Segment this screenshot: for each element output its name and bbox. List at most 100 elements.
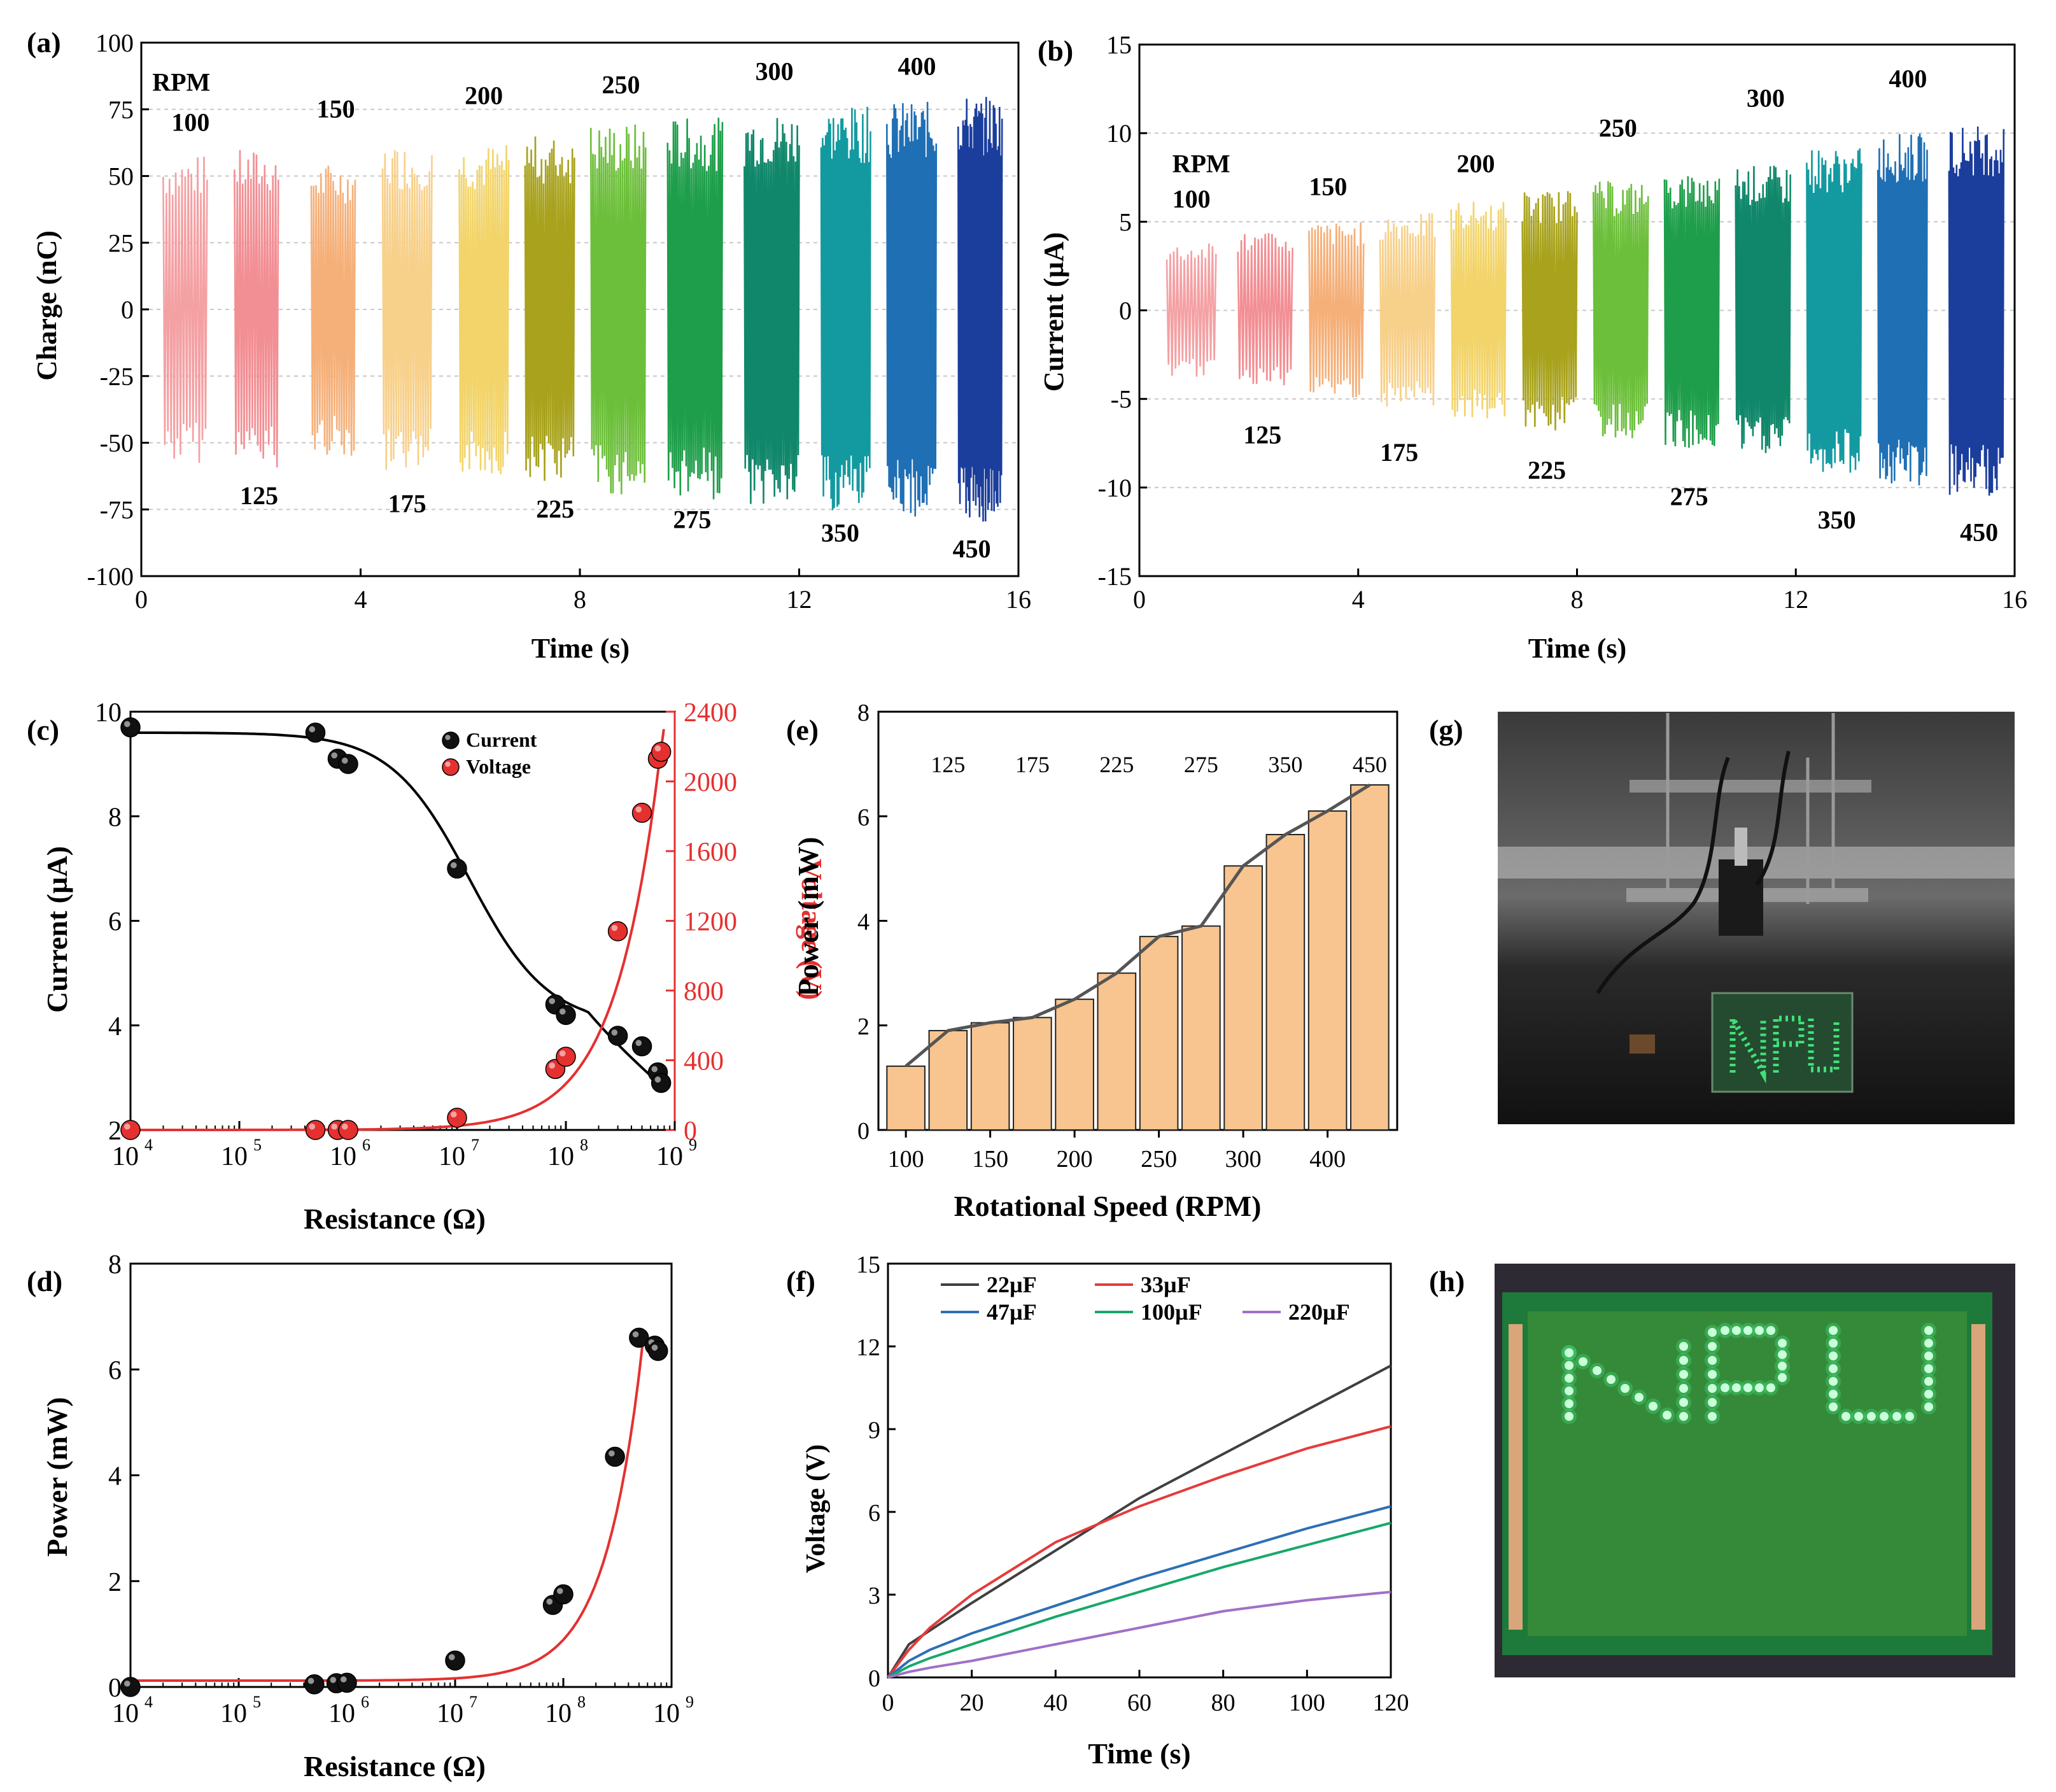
voltage-point [651,742,672,762]
y-tick-label: 4 [857,909,870,936]
led-board-photo [1495,1264,2015,1677]
led [1892,1412,1901,1421]
led [1829,1351,1838,1360]
x-tick-label: 8 [574,585,586,614]
rpm-annotation: 100 [171,108,209,136]
x-tick-label: 10 [221,1142,248,1171]
b-xlabel: Time (s) [1528,633,1626,664]
led [1755,1326,1764,1335]
y-tick-label: 2 [857,1013,870,1040]
y-tick-label: 0 [1119,297,1132,325]
led [1565,1412,1574,1421]
shaft [1735,828,1747,866]
led [1635,1393,1644,1402]
bar-125 [928,1029,968,1131]
x-tick-label: 10 [437,1699,463,1728]
plot-frame [129,1262,673,1688]
power-point [304,1674,325,1695]
e-ylabel: Power (mW) [792,837,824,997]
current-point-highlight [309,726,316,733]
signal-segment-450 [1948,126,2005,496]
y-tick-label: 100 [95,29,134,57]
voltage-point [120,1120,141,1140]
power-point-highlight [340,1676,347,1683]
panel-label-b: (b) [1038,34,1073,67]
rpm-annotation: 175 [388,489,426,518]
rpm-annotation: 150 [317,94,355,123]
led [1766,1326,1775,1335]
small-circuit [1630,1034,1655,1054]
y2-tick-label: 2000 [684,768,737,798]
b-ylabel: Current (µA) [1038,232,1069,392]
panel-label-e: (e) [786,714,819,746]
led [1721,1383,1729,1392]
signal-segment-200 [458,145,510,475]
led [1708,1398,1717,1407]
rpm-annotation: RPM [152,67,210,96]
led [1649,1402,1658,1411]
a-ylabel: Charge (nC) [31,230,62,381]
led [1679,1370,1688,1379]
current-point-highlight [635,1040,642,1047]
y-tick-label: -25 [100,362,134,391]
y-tick-label: 6 [868,1500,880,1527]
signal-segment-150 [310,166,356,456]
rpm-annotation: 250 [1599,114,1637,143]
legend-label: 100µF [1141,1299,1202,1325]
led [1743,1326,1752,1335]
signal-segment-100 [162,156,208,463]
x-tick-label: 10 [112,1699,139,1728]
y-tick-label: 0 [868,1665,880,1692]
y-tick-label: 10 [95,698,122,728]
y-tick-label: -100 [87,562,134,591]
led [1854,1412,1863,1421]
x-tick-label: 12 [1783,585,1808,614]
power-point-highlight [556,1588,563,1595]
panel-label-f: (f) [786,1265,815,1297]
voltage-point-highlight [123,1123,130,1130]
led [1708,1370,1717,1379]
power-trend-line [905,783,1371,1068]
x-tick-label: 16 [1006,585,1031,614]
top-rpm-label: 350 [1268,752,1302,777]
f-ylabel: Voltage (V) [801,1444,831,1574]
x-tick-exponent: 6 [361,1693,369,1711]
x-tick-exponent: 6 [362,1136,370,1154]
y-tick-label: 4 [108,1462,122,1492]
signal-segment-400 [1876,134,1928,486]
led [1841,1412,1850,1421]
y-tick-label: 8 [108,1250,122,1280]
current-point-highlight [549,998,555,1005]
npu-led-pattern [1729,1007,1840,1084]
y-tick-label: 0 [857,1118,870,1145]
signal-segment-125 [1237,233,1293,386]
bar-175 [1013,1017,1052,1131]
c-y2label: Voltage (V) [796,859,828,1000]
current-point-highlight [450,862,457,868]
current-point [305,723,326,743]
c-xlabel: Resistance (Ω) [304,1203,486,1235]
rpm-annotation: 300 [1747,83,1785,112]
current-point-highlight [341,758,348,764]
top-rpm-label: 450 [1353,752,1387,777]
y-tick-label: 4 [108,1012,122,1041]
x-tick-exponent: 9 [689,1136,697,1154]
signal-segment-125 [234,150,279,468]
bar-100 [886,1065,926,1131]
legend-label: 22µF [987,1272,1037,1297]
panel-label-h: (h) [1429,1265,1465,1297]
led [1732,1383,1741,1392]
y-tick-label: 2 [108,1568,122,1597]
current-point-highlight [654,1076,661,1083]
top-rpm-label: 275 [1184,752,1218,777]
voltage-point-highlight [331,1123,337,1130]
voltage-fit-curve [130,729,665,1131]
power-point-highlight [609,1450,615,1457]
signal-segment-450 [957,97,1003,522]
rpm-annotation: 450 [1960,518,1998,546]
plot-frame [887,1262,1392,1679]
x-tick-label: 10 [439,1142,465,1171]
power-point-highlight [330,1677,337,1683]
